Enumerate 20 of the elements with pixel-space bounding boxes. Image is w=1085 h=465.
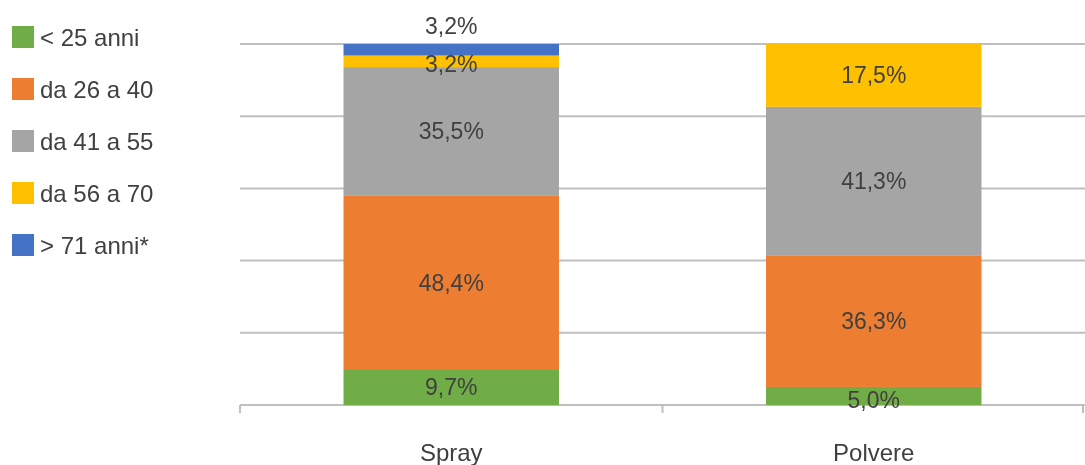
bar bbox=[343, 44, 559, 56]
data-label: 17,5% bbox=[841, 62, 907, 89]
data-label: 41,3% bbox=[841, 168, 907, 195]
bar bbox=[343, 195, 559, 370]
data-label: 48,4% bbox=[418, 269, 484, 296]
bar bbox=[766, 43, 982, 107]
legend-label: da 26 a 40 bbox=[40, 75, 154, 103]
data-label: 36,3% bbox=[841, 308, 907, 335]
data-label: 9,7% bbox=[425, 374, 478, 401]
bar bbox=[343, 369, 559, 405]
data-label: 3,2% bbox=[425, 13, 478, 39]
legend-label: da 41 a 55 bbox=[40, 127, 154, 155]
x-tick-label: Polvere bbox=[833, 438, 915, 465]
bar bbox=[766, 255, 982, 387]
legend-label: < 25 anni bbox=[40, 23, 140, 51]
legend-label: da 56 a 70 bbox=[40, 179, 154, 207]
data-label: 35,5% bbox=[418, 118, 484, 145]
legend-label: > 71 anni* bbox=[40, 231, 149, 259]
bar bbox=[766, 106, 982, 256]
x-tick-label: Spray bbox=[419, 438, 483, 465]
